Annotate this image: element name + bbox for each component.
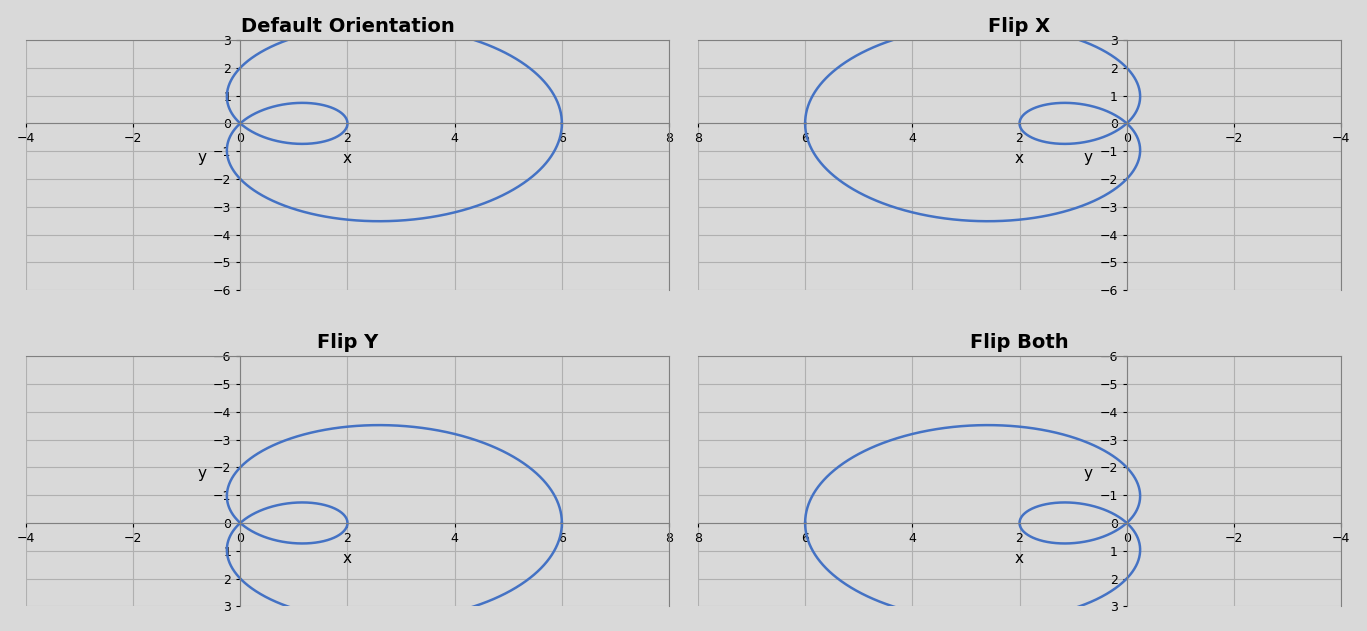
Y-axis label: y: y <box>1084 150 1092 165</box>
Y-axis label: y: y <box>1084 466 1092 481</box>
Y-axis label: y: y <box>197 150 206 165</box>
X-axis label: x: x <box>343 151 351 166</box>
Title: Flip X: Flip X <box>988 16 1051 36</box>
Title: Flip Both: Flip Both <box>971 333 1069 352</box>
X-axis label: x: x <box>343 550 351 565</box>
Y-axis label: y: y <box>197 466 206 481</box>
Title: Default Orientation: Default Orientation <box>241 16 454 36</box>
Title: Flip Y: Flip Y <box>317 333 379 352</box>
X-axis label: x: x <box>1016 151 1024 166</box>
X-axis label: x: x <box>1016 550 1024 565</box>
